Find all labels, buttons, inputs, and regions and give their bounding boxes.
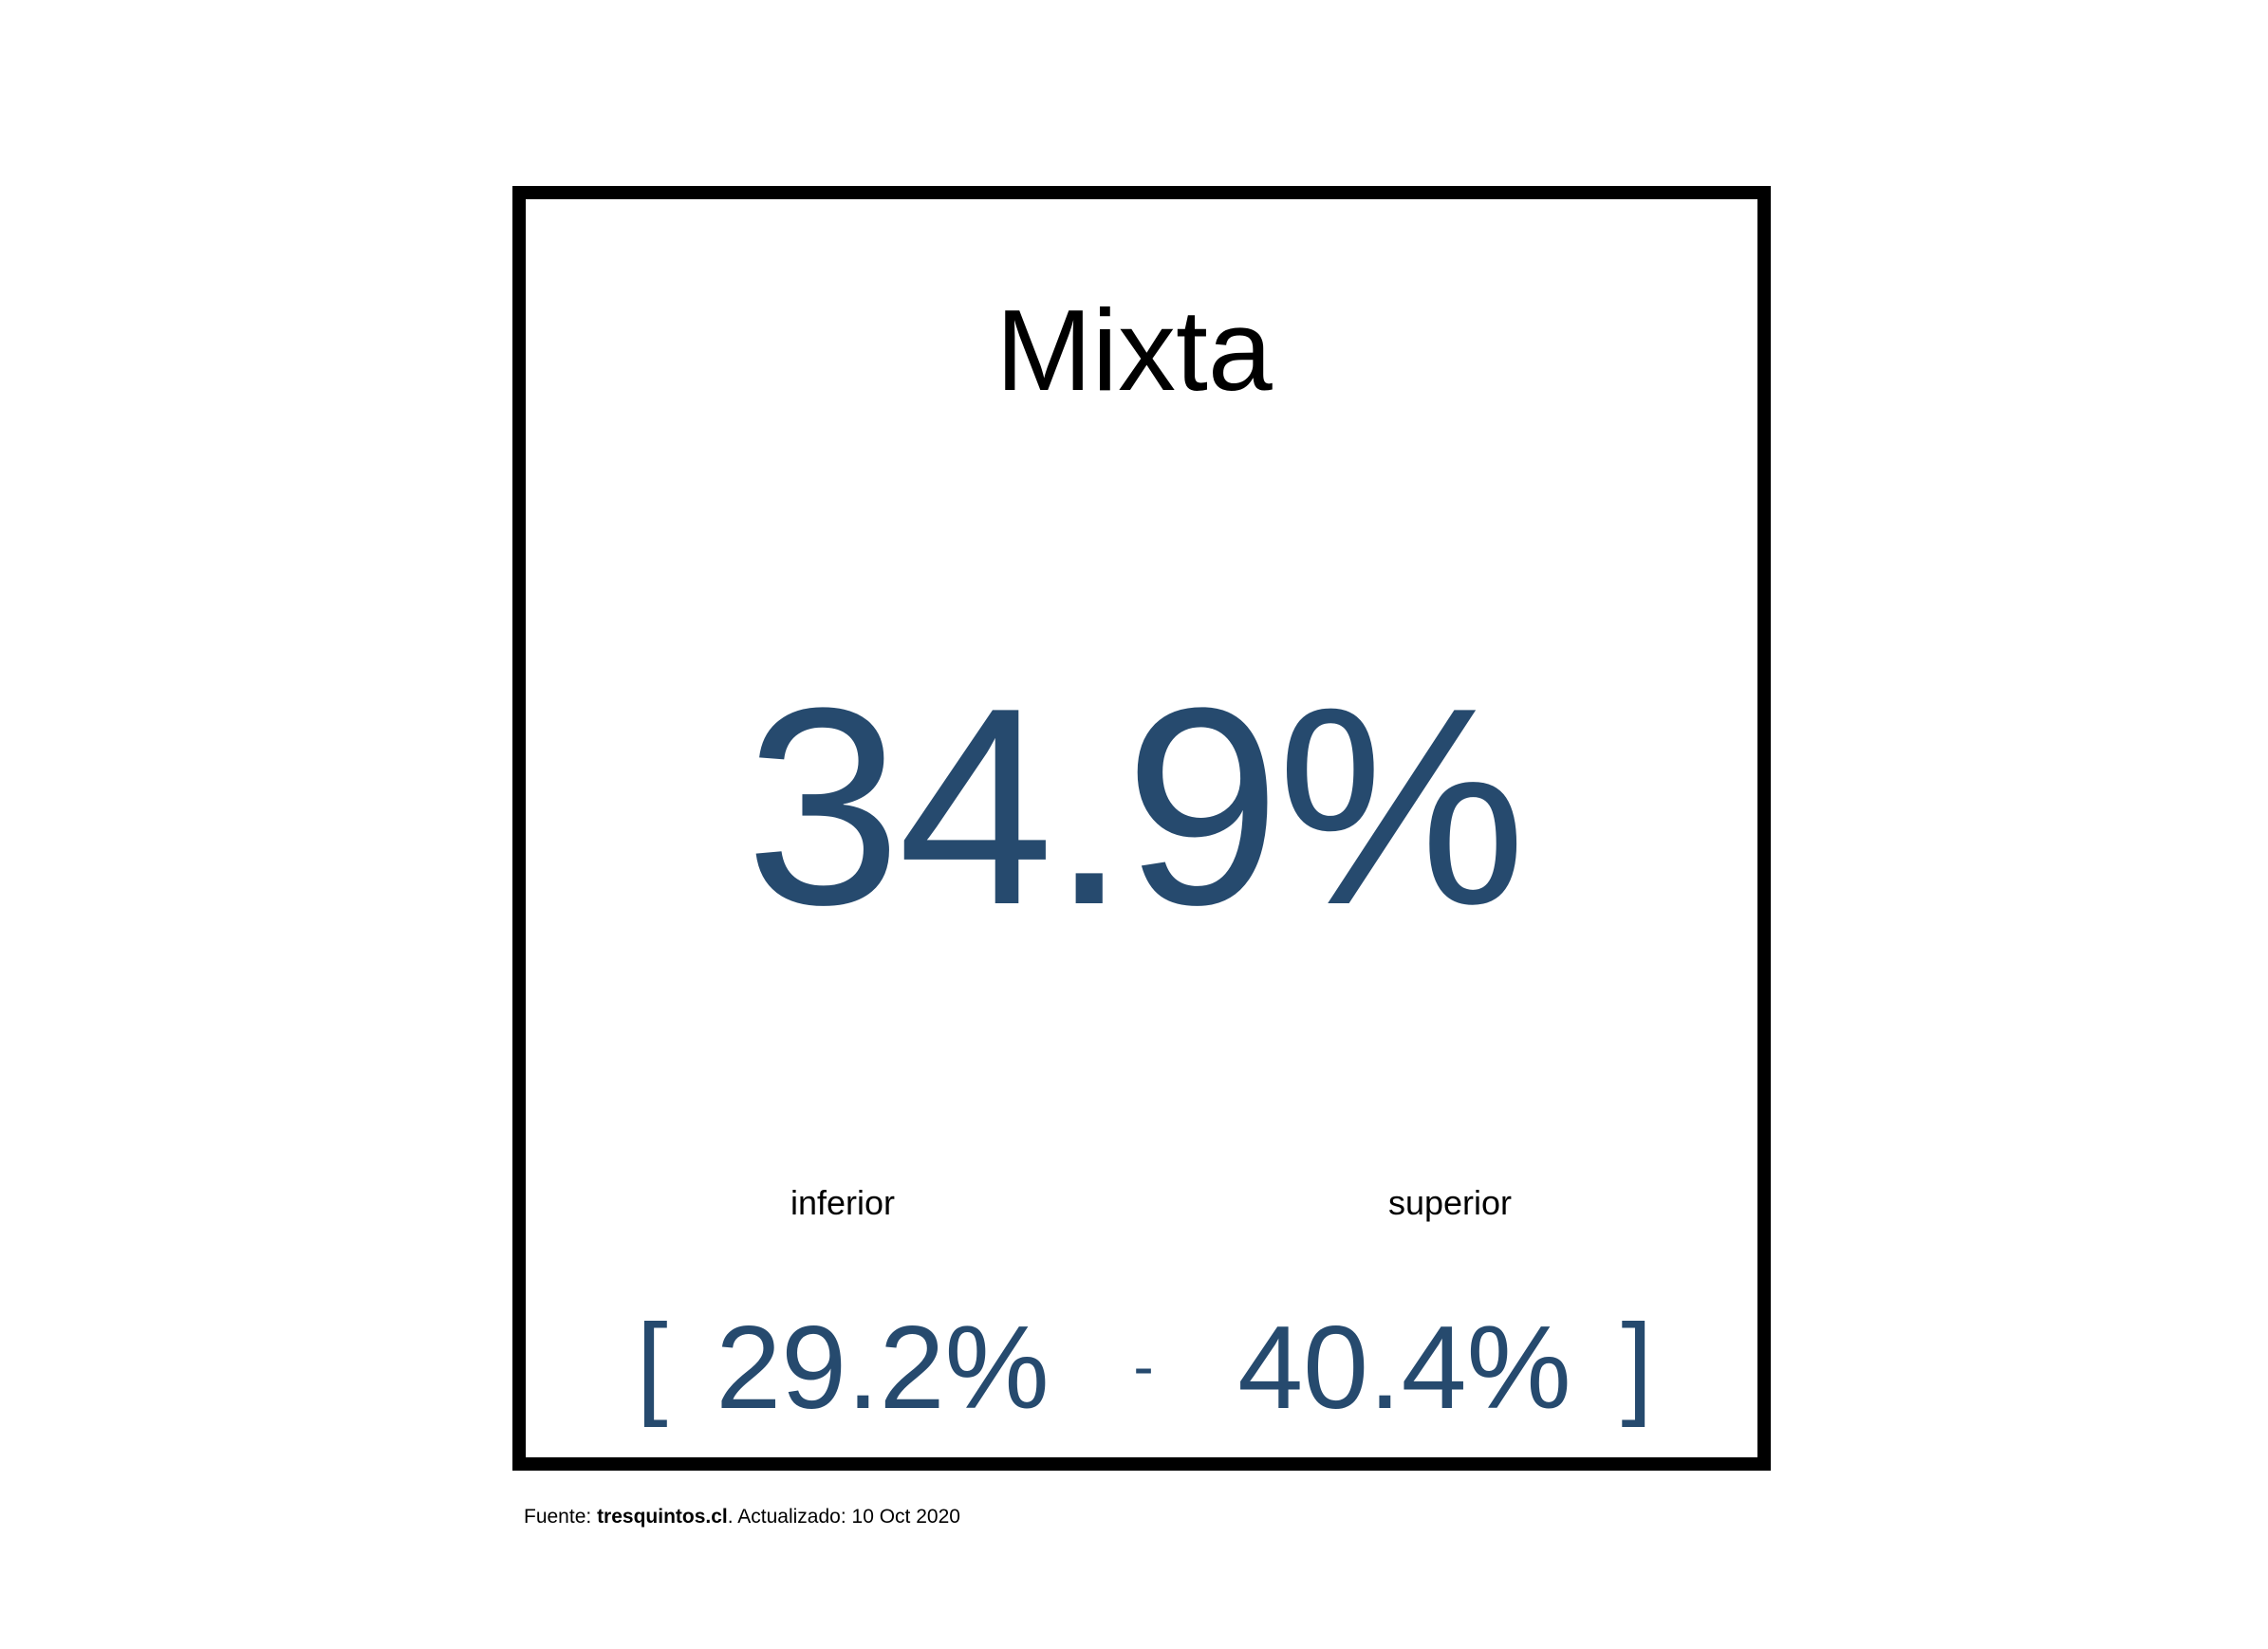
range-open-bracket: [ <box>636 1301 668 1428</box>
range-close-bracket: ] <box>1621 1301 1653 1428</box>
source-footer: Fuente: tresquintos.cl. Actualizado: 10 … <box>524 1507 960 1527</box>
upper-bound-value: 40.4% <box>1237 1303 1571 1434</box>
footer-updated: . Actualizado: 10 Oct 2020 <box>727 1506 960 1528</box>
main-percentage: 34.9% <box>745 649 1526 963</box>
footer-prefix: Fuente: <box>524 1506 598 1528</box>
lower-bound-label: inferior <box>790 1183 896 1222</box>
estimate-card <box>512 186 1771 1471</box>
upper-bound-label: superior <box>1387 1183 1513 1222</box>
range-separator: - <box>1133 1332 1154 1400</box>
lower-bound-value: 29.2% <box>716 1303 1050 1434</box>
footer-source-link: tresquintos.cl <box>597 1506 728 1528</box>
card-title: Mixta <box>995 286 1273 415</box>
